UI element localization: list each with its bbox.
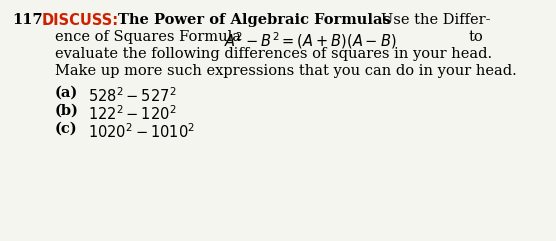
Text: (b): (b) <box>55 104 79 118</box>
Text: (a): (a) <box>55 86 78 100</box>
Text: evaluate the following differences of squares in your head.: evaluate the following differences of sq… <box>55 47 492 61</box>
Text: 117.: 117. <box>12 13 48 27</box>
Text: ence of Squares Formula: ence of Squares Formula <box>55 30 246 44</box>
Text: $122^2 - 120^2$: $122^2 - 120^2$ <box>88 104 176 123</box>
Text: $528^2 - 527^2$: $528^2 - 527^2$ <box>88 86 176 105</box>
Text: Use the Differ-: Use the Differ- <box>381 13 490 27</box>
Text: $1020^2 - 1010^2$: $1020^2 - 1010^2$ <box>88 122 195 141</box>
Text: to: to <box>469 30 484 44</box>
Text: Make up more such expressions that you can do in your head.: Make up more such expressions that you c… <box>55 64 517 78</box>
Text: The Power of Algebraic Formulas: The Power of Algebraic Formulas <box>118 13 391 27</box>
Text: DISCUSS:: DISCUSS: <box>42 13 119 28</box>
Text: $A^2 - B^2 = (A + B)(A - B)$: $A^2 - B^2 = (A + B)(A - B)$ <box>224 30 396 51</box>
Text: (c): (c) <box>55 122 78 136</box>
